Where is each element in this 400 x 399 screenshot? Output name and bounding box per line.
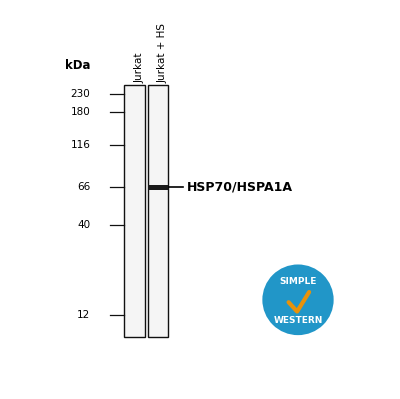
- Bar: [148, 85, 168, 337]
- Circle shape: [262, 265, 334, 335]
- Text: HSP70/HSPA1A: HSP70/HSPA1A: [186, 181, 292, 194]
- Bar: [124, 85, 144, 337]
- Text: 116: 116: [70, 140, 90, 150]
- Text: kDa: kDa: [65, 59, 90, 73]
- Text: 230: 230: [70, 89, 90, 99]
- Text: Jurkat + HS: Jurkat + HS: [158, 23, 168, 83]
- Text: 66: 66: [77, 182, 90, 192]
- Text: WESTERN: WESTERN: [273, 316, 323, 325]
- Text: 180: 180: [70, 107, 90, 117]
- Text: 12: 12: [77, 310, 90, 320]
- Text: SIMPLE: SIMPLE: [279, 277, 317, 286]
- Text: Jurkat: Jurkat: [134, 53, 144, 83]
- Text: 40: 40: [77, 220, 90, 230]
- Bar: [148, 185, 168, 190]
